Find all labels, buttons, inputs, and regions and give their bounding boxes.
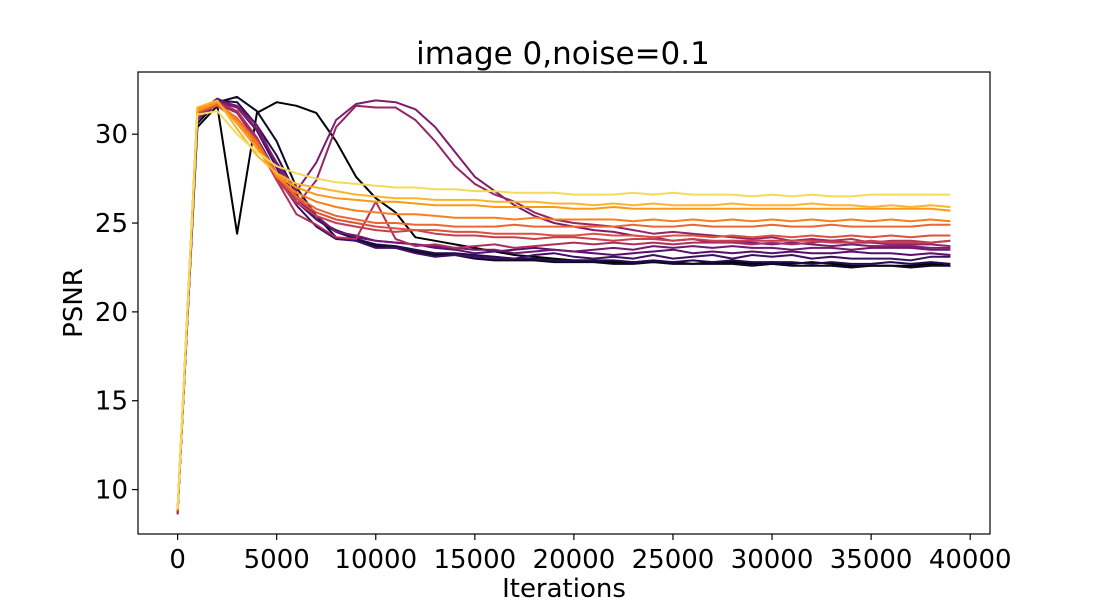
series-line-4: [176, 97, 951, 513]
x-axis: 0 5000 10000 15000 20000 25000 30000 35000 40000: [169, 534, 1012, 575]
series-line-14: [176, 101, 951, 510]
series-line-6: [176, 99, 951, 511]
series-line-9: [176, 101, 951, 513]
series-line-8: [176, 103, 951, 515]
x-tick-label: 35000: [830, 545, 913, 575]
x-tick-label: 25000: [632, 545, 715, 575]
series-line-2: [176, 95, 951, 513]
y-tick-label: 20: [95, 298, 128, 328]
series-line-5: [176, 101, 951, 511]
chart-title: image 0,noise=0.1: [416, 36, 710, 72]
y-tick-label: 15: [95, 387, 128, 417]
x-tick-label: 5000: [244, 545, 310, 575]
x-tick-label: 15000: [433, 545, 516, 575]
series-line-16: [176, 110, 951, 510]
series-line-1: [176, 101, 951, 511]
series-line-15: [176, 99, 951, 510]
x-tick-label: 40000: [929, 545, 1012, 575]
x-tick-label: 20000: [533, 545, 616, 575]
x-axis-label: Iterations: [502, 574, 626, 600]
plot-frame: [137, 71, 991, 535]
y-tick-label: 30: [95, 120, 128, 150]
x-tick-label: 10000: [334, 545, 417, 575]
y-axis: 10 15 20 25 30: [95, 120, 138, 506]
x-tick-label: 0: [169, 545, 186, 575]
y-tick-label: 25: [95, 209, 128, 239]
y-tick-label: 10: [95, 476, 128, 506]
series-line-7: [176, 99, 951, 513]
y-axis-label: PSNR: [59, 268, 89, 338]
series-line-11: [176, 104, 951, 511]
series-line-12: [176, 103, 951, 511]
series-layer: [176, 95, 951, 515]
series-line-13: [176, 101, 951, 511]
x-tick-label: 30000: [731, 545, 814, 575]
series-line-3: [176, 99, 951, 511]
series-line-10: [176, 103, 951, 511]
